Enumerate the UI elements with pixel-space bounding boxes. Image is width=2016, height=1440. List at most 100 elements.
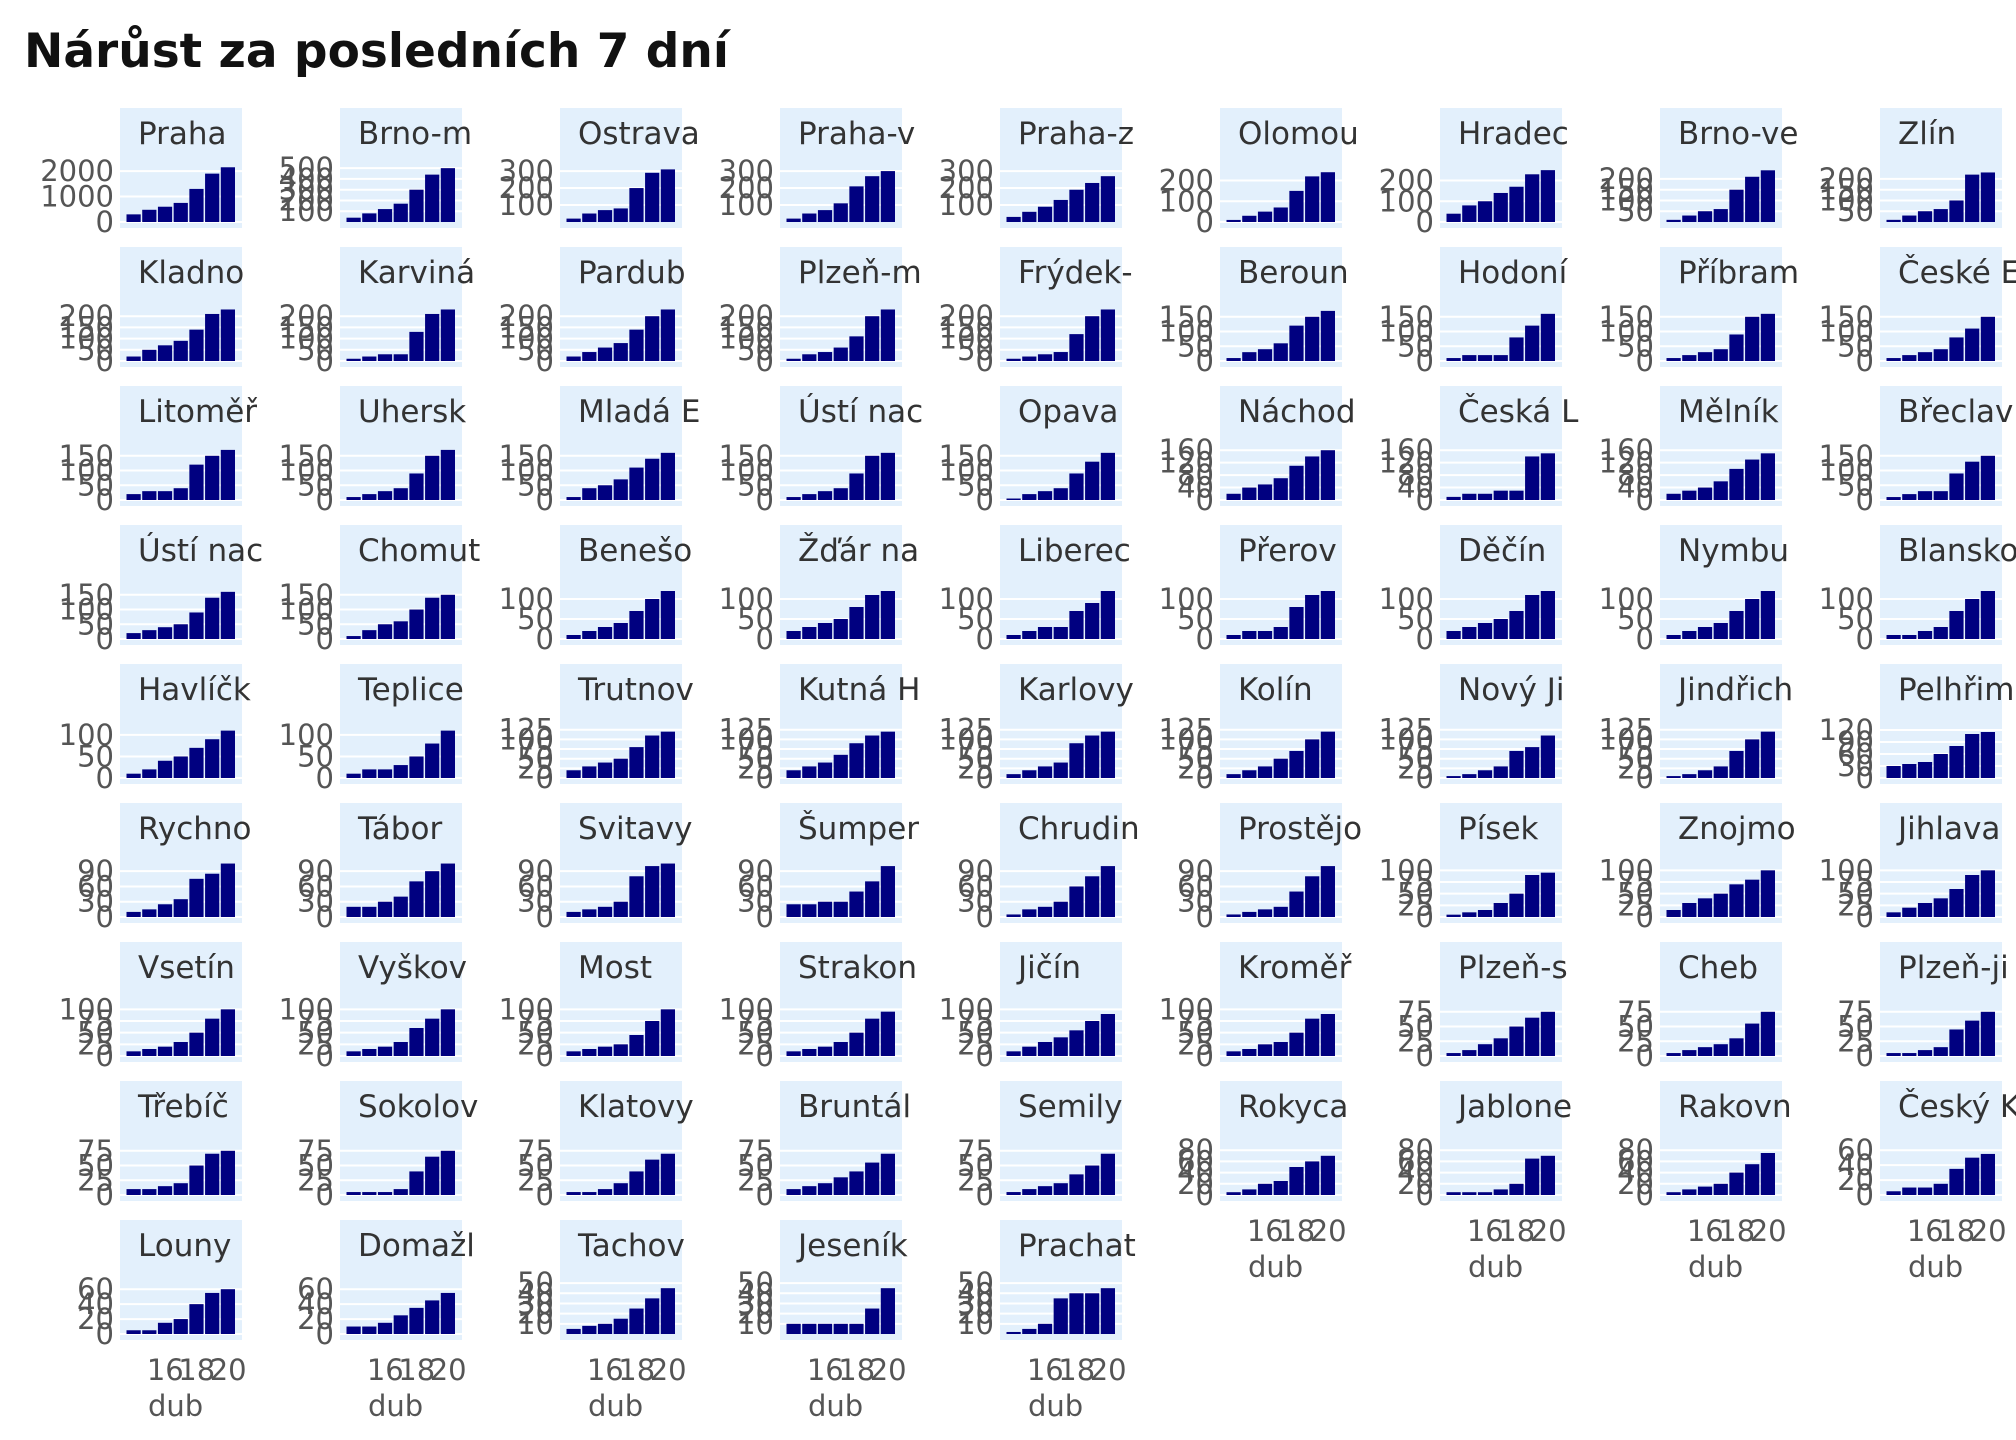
- bar: [817, 623, 833, 639]
- y-tick-label: 0: [316, 344, 334, 378]
- bar: [802, 1049, 817, 1056]
- y-tick-label: 100: [59, 992, 114, 1026]
- y-tick-label: 50: [1177, 742, 1214, 776]
- bar: [1760, 170, 1775, 222]
- y-tick-label: 60: [737, 869, 774, 903]
- y-tick-label: 40: [957, 1276, 994, 1310]
- y-tick-label: 100: [719, 322, 774, 356]
- y-tick-label: 100: [939, 992, 994, 1026]
- bar: [1305, 1161, 1320, 1195]
- bar: [440, 730, 455, 778]
- bar: [629, 1308, 644, 1334]
- bar: [597, 1046, 613, 1056]
- y-tick-label: 100: [719, 582, 774, 616]
- y-tick-label: 40: [1617, 1156, 1654, 1190]
- y-tick-label: 50: [957, 602, 994, 636]
- y-tick-label: 0: [96, 344, 114, 378]
- bar: [880, 452, 895, 500]
- bar: [597, 1323, 613, 1334]
- y-tick-label: 75: [1397, 732, 1434, 766]
- panel-title: Frýdek-: [1018, 255, 1133, 291]
- panel-title: Klatovy: [578, 1089, 694, 1125]
- y-tick-label: 90: [77, 854, 114, 888]
- bar: [1902, 355, 1917, 361]
- y-tick-label: 0: [1416, 761, 1434, 795]
- bar: [1022, 631, 1037, 639]
- bar: [1666, 776, 1681, 778]
- bar: [1100, 591, 1115, 639]
- y-tick-label: 0: [1636, 1178, 1654, 1212]
- bar: [377, 769, 393, 778]
- y-tick-label: 60: [297, 869, 334, 903]
- y-tick-label: 20: [1837, 1163, 1874, 1197]
- bar: [1305, 739, 1320, 778]
- bar: [1022, 909, 1037, 917]
- bar: [1886, 766, 1901, 778]
- y-tick-label: 60: [1397, 1144, 1434, 1178]
- y-tick-label: 40: [517, 1276, 554, 1310]
- panel-title: Mladá E: [578, 394, 700, 430]
- bar: [865, 455, 880, 500]
- bar: [377, 1046, 393, 1056]
- bar: [440, 863, 455, 917]
- panel-title: Vsetín: [138, 950, 235, 986]
- bar: [817, 901, 833, 917]
- bar: [1525, 1158, 1540, 1195]
- y-tick-label: 30: [77, 885, 114, 919]
- y-tick-label: 0: [1416, 900, 1434, 934]
- y-tick-label: 100: [1159, 184, 1214, 218]
- bar: [1745, 879, 1760, 917]
- y-tick-label: 40: [77, 1287, 114, 1321]
- bar: [1462, 1050, 1477, 1056]
- y-tick-label: 50: [297, 333, 334, 367]
- bar: [849, 473, 864, 500]
- y-tick-label: 0: [1856, 622, 1874, 656]
- bar: [1965, 1020, 1980, 1056]
- y-tick-label: 0: [536, 761, 554, 795]
- y-tick-label: 50: [737, 1266, 774, 1300]
- x-tick-label: 16: [1907, 1214, 1944, 1248]
- y-tick-label: 50: [297, 1016, 334, 1050]
- bar: [425, 313, 440, 361]
- panel-title: Jablone: [1456, 1089, 1572, 1125]
- bar: [1886, 358, 1901, 361]
- bar: [1697, 352, 1713, 361]
- y-tick-label: 0: [536, 900, 554, 934]
- bar: [1666, 635, 1681, 639]
- y-tick-label: 75: [517, 1134, 554, 1168]
- panel-title: Blansko: [1898, 533, 2016, 569]
- bar: [440, 309, 455, 361]
- bar: [1965, 599, 1980, 639]
- bar: [660, 169, 675, 222]
- y-tick-label: 0: [1196, 900, 1214, 934]
- y-tick-label: 50: [1177, 1016, 1214, 1050]
- bar: [142, 909, 157, 917]
- panel-title: Nový Ji: [1458, 672, 1564, 708]
- bar: [377, 1322, 393, 1334]
- bar: [425, 1018, 440, 1056]
- bar: [1760, 591, 1775, 639]
- bar: [597, 762, 613, 778]
- bar: [1477, 770, 1493, 778]
- bar: [1006, 1192, 1021, 1195]
- bar: [660, 309, 675, 361]
- bar: [817, 1323, 833, 1334]
- bar: [220, 591, 235, 639]
- bar: [865, 316, 880, 361]
- bar: [865, 735, 880, 778]
- bar: [582, 352, 597, 361]
- bar: [1305, 1018, 1320, 1056]
- bar: [189, 1032, 204, 1056]
- bar: [880, 866, 895, 917]
- bar: [1666, 1192, 1681, 1195]
- bar: [205, 1018, 220, 1056]
- bar: [205, 873, 220, 917]
- y-tick-label: 25: [77, 1027, 114, 1061]
- x-tick-label: 16: [1687, 1214, 1724, 1248]
